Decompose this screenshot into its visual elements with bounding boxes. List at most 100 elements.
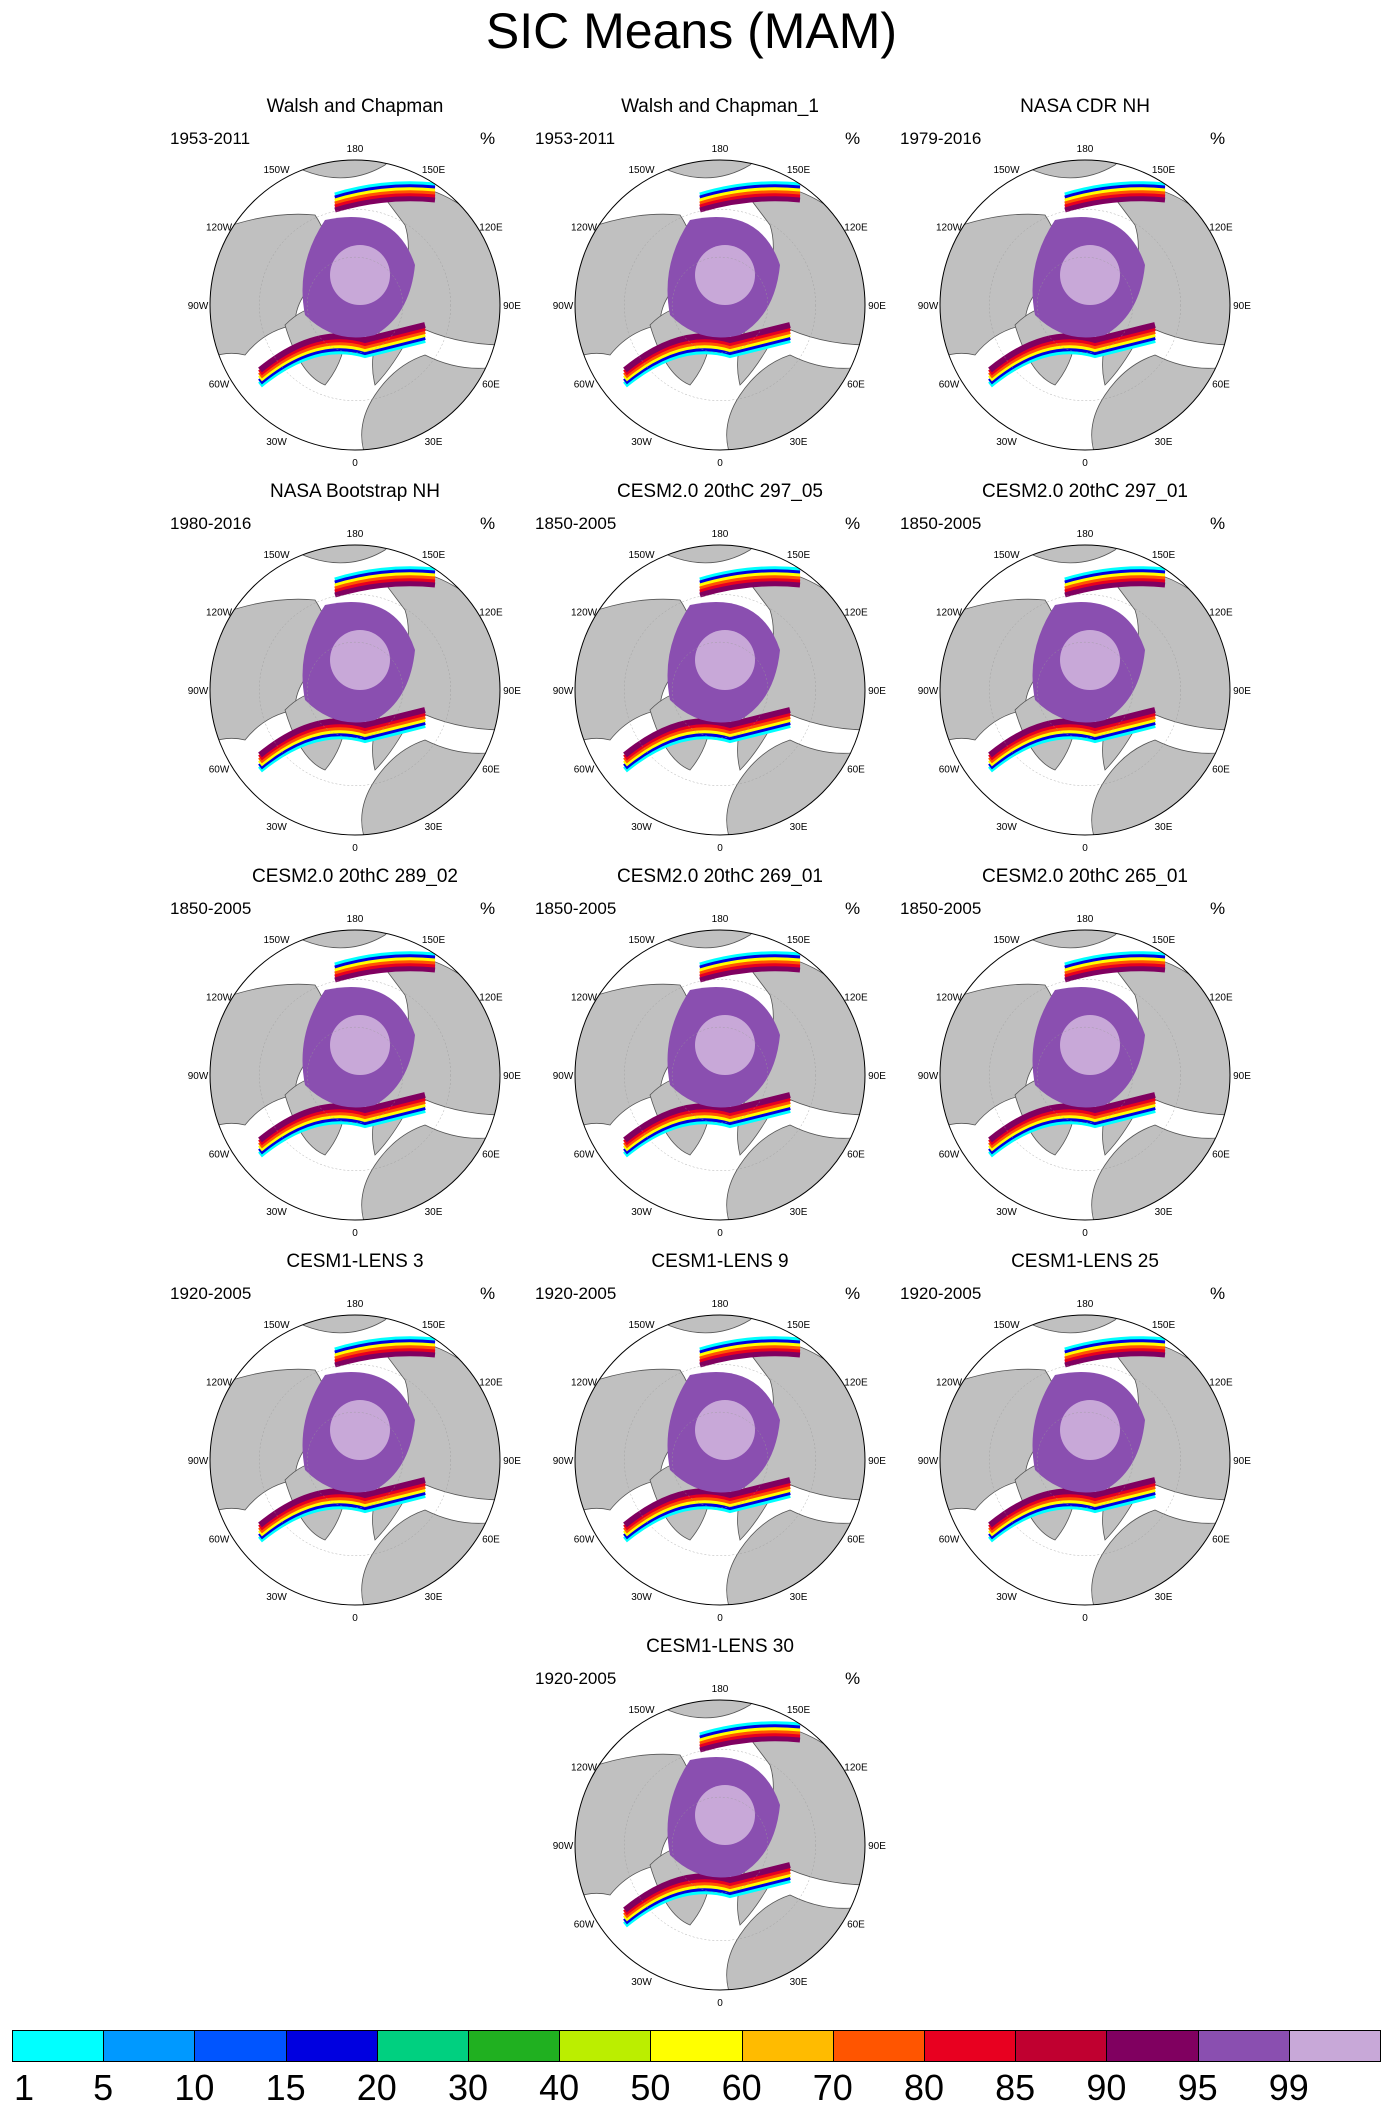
longitude-label: 180: [712, 529, 729, 540]
sea-ice-center: [695, 1015, 755, 1075]
panel-title: Walsh and Chapman_1: [621, 96, 819, 117]
latitude-line: [259, 594, 451, 786]
longitude-label: 60E: [482, 380, 500, 391]
colorbar-label: 10: [174, 2067, 215, 2108]
longitude-label: 120W: [571, 223, 598, 234]
panel-period: 1850-2005: [170, 899, 252, 918]
longitude-label: 90W: [188, 686, 209, 697]
longitude-label: 120E: [1209, 1378, 1233, 1389]
longitude-label: 60E: [1212, 765, 1230, 776]
sea-ice-center: [1060, 1015, 1120, 1075]
panel-units: %: [845, 1669, 861, 1688]
longitude-label: 150E: [1152, 1320, 1176, 1331]
map-panel: NASA Bootstrap NH 1980-2016% 180 0 90W 90E 150…: [170, 480, 540, 855]
longitude-label: 30E: [790, 1207, 808, 1218]
colorbar-swatch: [194, 2030, 287, 2062]
longitude-label: 150E: [787, 1705, 811, 1716]
map-boundary: [209, 159, 501, 451]
map-panel: CESM2.0 20thC 297_05 1850-2005% 180 0 90W 90E…: [535, 480, 905, 855]
ice-edge-band: [334, 566, 436, 583]
ice-edge-band: [334, 187, 436, 204]
longitude-label: 120W: [936, 608, 963, 619]
map-boundary: [209, 544, 501, 836]
panel-units: %: [1210, 1284, 1226, 1303]
longitude-label: 90E: [868, 1841, 886, 1852]
longitude-label: 30E: [790, 1977, 808, 1988]
polar-map: 180 0 90W 90E 150W 120W 60W 30W 150E 120E 60E 30E: [918, 144, 1252, 469]
longitude-label: 150W: [263, 550, 290, 561]
ice-edge-band: [334, 1345, 436, 1362]
longitude-label: 150W: [628, 1705, 655, 1716]
ice-edge-band: [1064, 190, 1166, 207]
map-boundary: [939, 1314, 1231, 1606]
panel-units: %: [480, 899, 496, 918]
longitude-label: 30E: [1155, 822, 1173, 833]
ice-edge-band: [334, 575, 436, 592]
ice-edge-band: [334, 184, 436, 201]
longitude-label: 180: [347, 144, 364, 155]
map-panel: CESM1-LENS 3 1920-2005% 180 0 90W 90E 150W 120W…: [170, 1250, 540, 1625]
polar-map: 180 0 90W 90E 150W 120W 60W 30W 150E 120E 60E 30E: [553, 914, 887, 1239]
longitude-label: 60W: [209, 380, 230, 391]
colorbar-swatch: [376, 2030, 469, 2062]
latitude-line: [306, 256, 404, 354]
ice-edge-band: [699, 1348, 801, 1365]
ice-edge-band: [334, 1336, 436, 1353]
longitude-label: 30W: [631, 822, 652, 833]
colorbar-label: 5: [93, 2067, 114, 2108]
panel-units: %: [1210, 514, 1226, 533]
panel-title: CESM2.0 20thC 297_05: [617, 481, 823, 502]
longitude-label: 120W: [206, 993, 233, 1004]
longitude-label: 180: [712, 914, 729, 925]
ice-edge-band: [623, 322, 791, 373]
longitude-label: 30W: [266, 437, 287, 448]
colorbar-label: 30: [447, 2067, 489, 2108]
longitude-label: 60E: [847, 380, 865, 391]
longitude-label: 30W: [996, 1592, 1017, 1603]
ice-edge-band: [699, 1721, 801, 1738]
ice-edge-band: [1064, 181, 1166, 198]
colorbar-label: 90: [1086, 2067, 1127, 2108]
longitude-label: 120E: [479, 1378, 503, 1389]
panel-period: 1850-2005: [900, 899, 982, 918]
polar-map: 180 0 90W 90E 150W 120W 60W 30W 150E 120E 60E 30E: [918, 1299, 1252, 1624]
longitude-label: 0: [352, 1613, 358, 1624]
ice-edge-band: [334, 193, 436, 210]
longitude-label: 180: [712, 1299, 729, 1310]
longitude-label: 150W: [993, 165, 1020, 176]
ice-edge-band: [334, 1339, 436, 1356]
longitude-label: 60W: [574, 380, 595, 391]
colorbar-label: 70: [812, 2067, 853, 2108]
longitude-label: 90E: [503, 301, 521, 312]
ice-edge-band: [334, 954, 436, 971]
longitude-label: 180: [347, 914, 364, 925]
ice-edge-band: [699, 187, 801, 204]
panel-title: CESM1-LENS 9: [651, 1251, 789, 1272]
latitude-line: [1036, 641, 1134, 739]
longitude-label: 30W: [996, 822, 1017, 833]
longitude-label: 60W: [209, 1535, 230, 1546]
panel-units: %: [845, 514, 861, 533]
longitude-label: 120E: [1209, 608, 1233, 619]
longitude-label: 150E: [422, 550, 446, 561]
sea-ice-center: [695, 245, 755, 305]
latitude-line: [671, 1411, 769, 1509]
map-boundary: [574, 544, 866, 836]
ice-edge-band: [699, 960, 801, 977]
longitude-label: 0: [352, 843, 358, 854]
longitude-label: 180: [1077, 1299, 1094, 1310]
map-panel: CESM1-LENS 25 1920-2005% 180 0 90W 90E 150W 120…: [900, 1250, 1270, 1625]
ice-edge-band: [1064, 1351, 1166, 1368]
ice-edge-band: [699, 1336, 801, 1353]
panel-title: NASA Bootstrap NH: [269, 481, 441, 502]
map-panel: CESM2.0 20thC 289_02 1850-2005% 180 0 90W 90E…: [170, 865, 540, 1240]
ice-edge-band: [988, 1477, 1156, 1528]
map-boundary: [209, 1314, 501, 1606]
ice-edge-band: [988, 322, 1156, 373]
longitude-label: 0: [717, 1998, 723, 2009]
panel-units: %: [480, 514, 496, 533]
figure-title: SIC Means (MAM): [485, 3, 898, 59]
longitude-label: 60E: [482, 765, 500, 776]
longitude-label: 150E: [787, 165, 811, 176]
longitude-label: 0: [352, 1228, 358, 1239]
